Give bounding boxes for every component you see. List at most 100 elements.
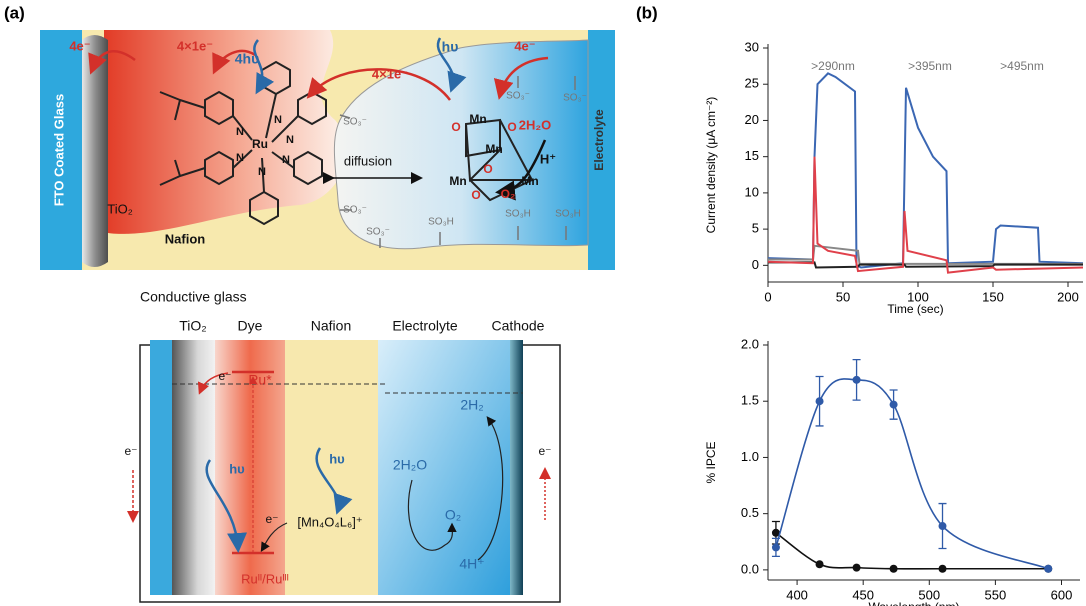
y-axis-label: Current density (μA cm⁻²) <box>704 97 718 234</box>
data-point <box>772 543 780 551</box>
fit-curve <box>776 379 1048 569</box>
diagram-label: SO₃H <box>555 209 581 220</box>
y-tick-label: 25 <box>745 76 759 91</box>
diagram-label: SO₃⁻ <box>343 205 367 216</box>
annotation: >395nm <box>908 59 952 73</box>
tio2-column <box>172 340 215 595</box>
diagram-label: O <box>483 162 492 176</box>
annotation: >290nm <box>811 59 855 73</box>
diagram-label: 2H₂O <box>519 117 552 132</box>
diagram-label: Mn <box>521 174 538 188</box>
y-tick-label: 15 <box>745 148 759 163</box>
diagram-label: Cathode <box>492 318 545 334</box>
diagram-label: Mn <box>449 174 466 188</box>
y-tick-label: 1.0 <box>741 449 759 464</box>
data-point <box>816 560 824 568</box>
y-axis-label: % IPCE <box>704 441 718 483</box>
diagram-label: SO₃⁻ <box>366 227 390 238</box>
diagram-label: SO₃⁻ <box>506 91 530 102</box>
diagram-label: Mn <box>485 142 502 156</box>
diagram-label: Dye <box>238 318 263 334</box>
data-point <box>939 565 947 573</box>
diagram-label: hυ <box>329 451 345 466</box>
y-tick-label: 5 <box>752 221 759 236</box>
diagram-label: N <box>258 166 266 178</box>
y-tick-label: 0.0 <box>741 561 759 576</box>
data-point <box>939 522 947 530</box>
y-tick-label: 0 <box>752 257 759 272</box>
data-point <box>1044 565 1052 573</box>
glass <box>150 340 172 595</box>
diagram-label: O₂ <box>445 507 461 523</box>
diagram-label: Mn <box>469 112 486 126</box>
nafion-column <box>285 340 378 595</box>
x-tick-label: 200 <box>1057 289 1079 304</box>
diagram-label: Ruᴵᴵ/Ruᴵᴵᴵ <box>241 571 289 586</box>
diagram-label: e⁻ <box>218 369 231 383</box>
data-point <box>890 401 898 409</box>
data-point <box>853 376 861 384</box>
diagram-label: SO₃⁻ <box>563 93 587 104</box>
y-tick-label: 10 <box>745 184 759 199</box>
panel-label: (a) <box>4 3 25 22</box>
x-axis-label: Time (sec) <box>887 302 943 316</box>
chart: 0.00.51.01.52.0400450500550600Wavelength… <box>704 336 1080 606</box>
panel-label: (b) <box>636 3 658 22</box>
y-tick-label: 2.0 <box>741 336 759 351</box>
x-tick-label: 0 <box>764 289 771 304</box>
diagram-label: N <box>286 134 294 146</box>
diagram-label: Nafion <box>311 318 351 334</box>
diagram-label: hυ <box>442 39 459 55</box>
diagram-label: 2H₂O <box>393 457 427 473</box>
diagram-label: diffusion <box>344 153 392 168</box>
diagram-label: N <box>274 114 282 126</box>
diagram-label: Ru <box>252 137 268 151</box>
y-tick-label: 30 <box>745 39 759 54</box>
bottom-schematic <box>133 340 560 602</box>
y-tick-label: 0.5 <box>741 505 759 520</box>
annotation: >495nm <box>1000 59 1044 73</box>
cathode-column <box>510 340 523 595</box>
x-axis-label: Wavelength (nm) <box>869 600 960 606</box>
x-tick-label: 150 <box>982 289 1004 304</box>
x-tick-label: 50 <box>836 289 850 304</box>
diagram-label: e⁻ <box>265 512 278 526</box>
diagram-label: SO₃H <box>428 217 454 228</box>
diagram-label: 4e⁻ <box>69 38 90 53</box>
diagram-label: N <box>282 154 290 166</box>
diagram-label: 4H⁺ <box>459 556 484 572</box>
diagram-label: TiO₂ <box>179 318 206 334</box>
x-tick-label: 550 <box>985 587 1007 602</box>
diagram-label: O <box>451 120 460 134</box>
x-tick-label: 600 <box>1051 587 1073 602</box>
diagram-label: Electrolyte <box>592 109 606 171</box>
diagram-label: SO₃⁻ <box>343 117 367 128</box>
diagram-label: 2H₂ <box>460 397 483 413</box>
figure: (a) (b) 0 5 10 15 20 25 30 0 <box>0 0 1086 606</box>
diagram-label: H⁺ <box>540 151 556 166</box>
diagram-label: hυ <box>229 461 245 476</box>
y-tick-label: 1.5 <box>741 393 759 408</box>
diagram-label: 4×1e⁻ <box>177 38 213 53</box>
diagram-label: O <box>507 120 516 134</box>
diagram-label: TiO₂ <box>107 201 133 216</box>
diagram-label: SO₃H <box>505 209 531 220</box>
diagram-label: 4hυ <box>235 51 260 67</box>
diagram-label: N <box>236 126 244 138</box>
diagram-label: Nafion <box>165 231 206 246</box>
diagram-label: e⁻ <box>124 444 137 458</box>
x-tick-label: 400 <box>786 587 808 602</box>
top-schematic <box>40 30 615 270</box>
diagram-label: 4×1e⁻ <box>372 66 408 81</box>
tio2-layer <box>82 35 108 267</box>
data-point <box>816 397 824 405</box>
diagram-label: Electrolyte <box>392 318 458 334</box>
diagram-label: O₂ <box>501 187 516 201</box>
diagram-label: e⁻ <box>538 444 551 458</box>
diagram-label: O <box>471 188 480 202</box>
y-tick-label: 20 <box>745 112 759 127</box>
diagram-label: Ru* <box>248 372 272 388</box>
diagram-label: 4e⁻ <box>514 38 535 53</box>
